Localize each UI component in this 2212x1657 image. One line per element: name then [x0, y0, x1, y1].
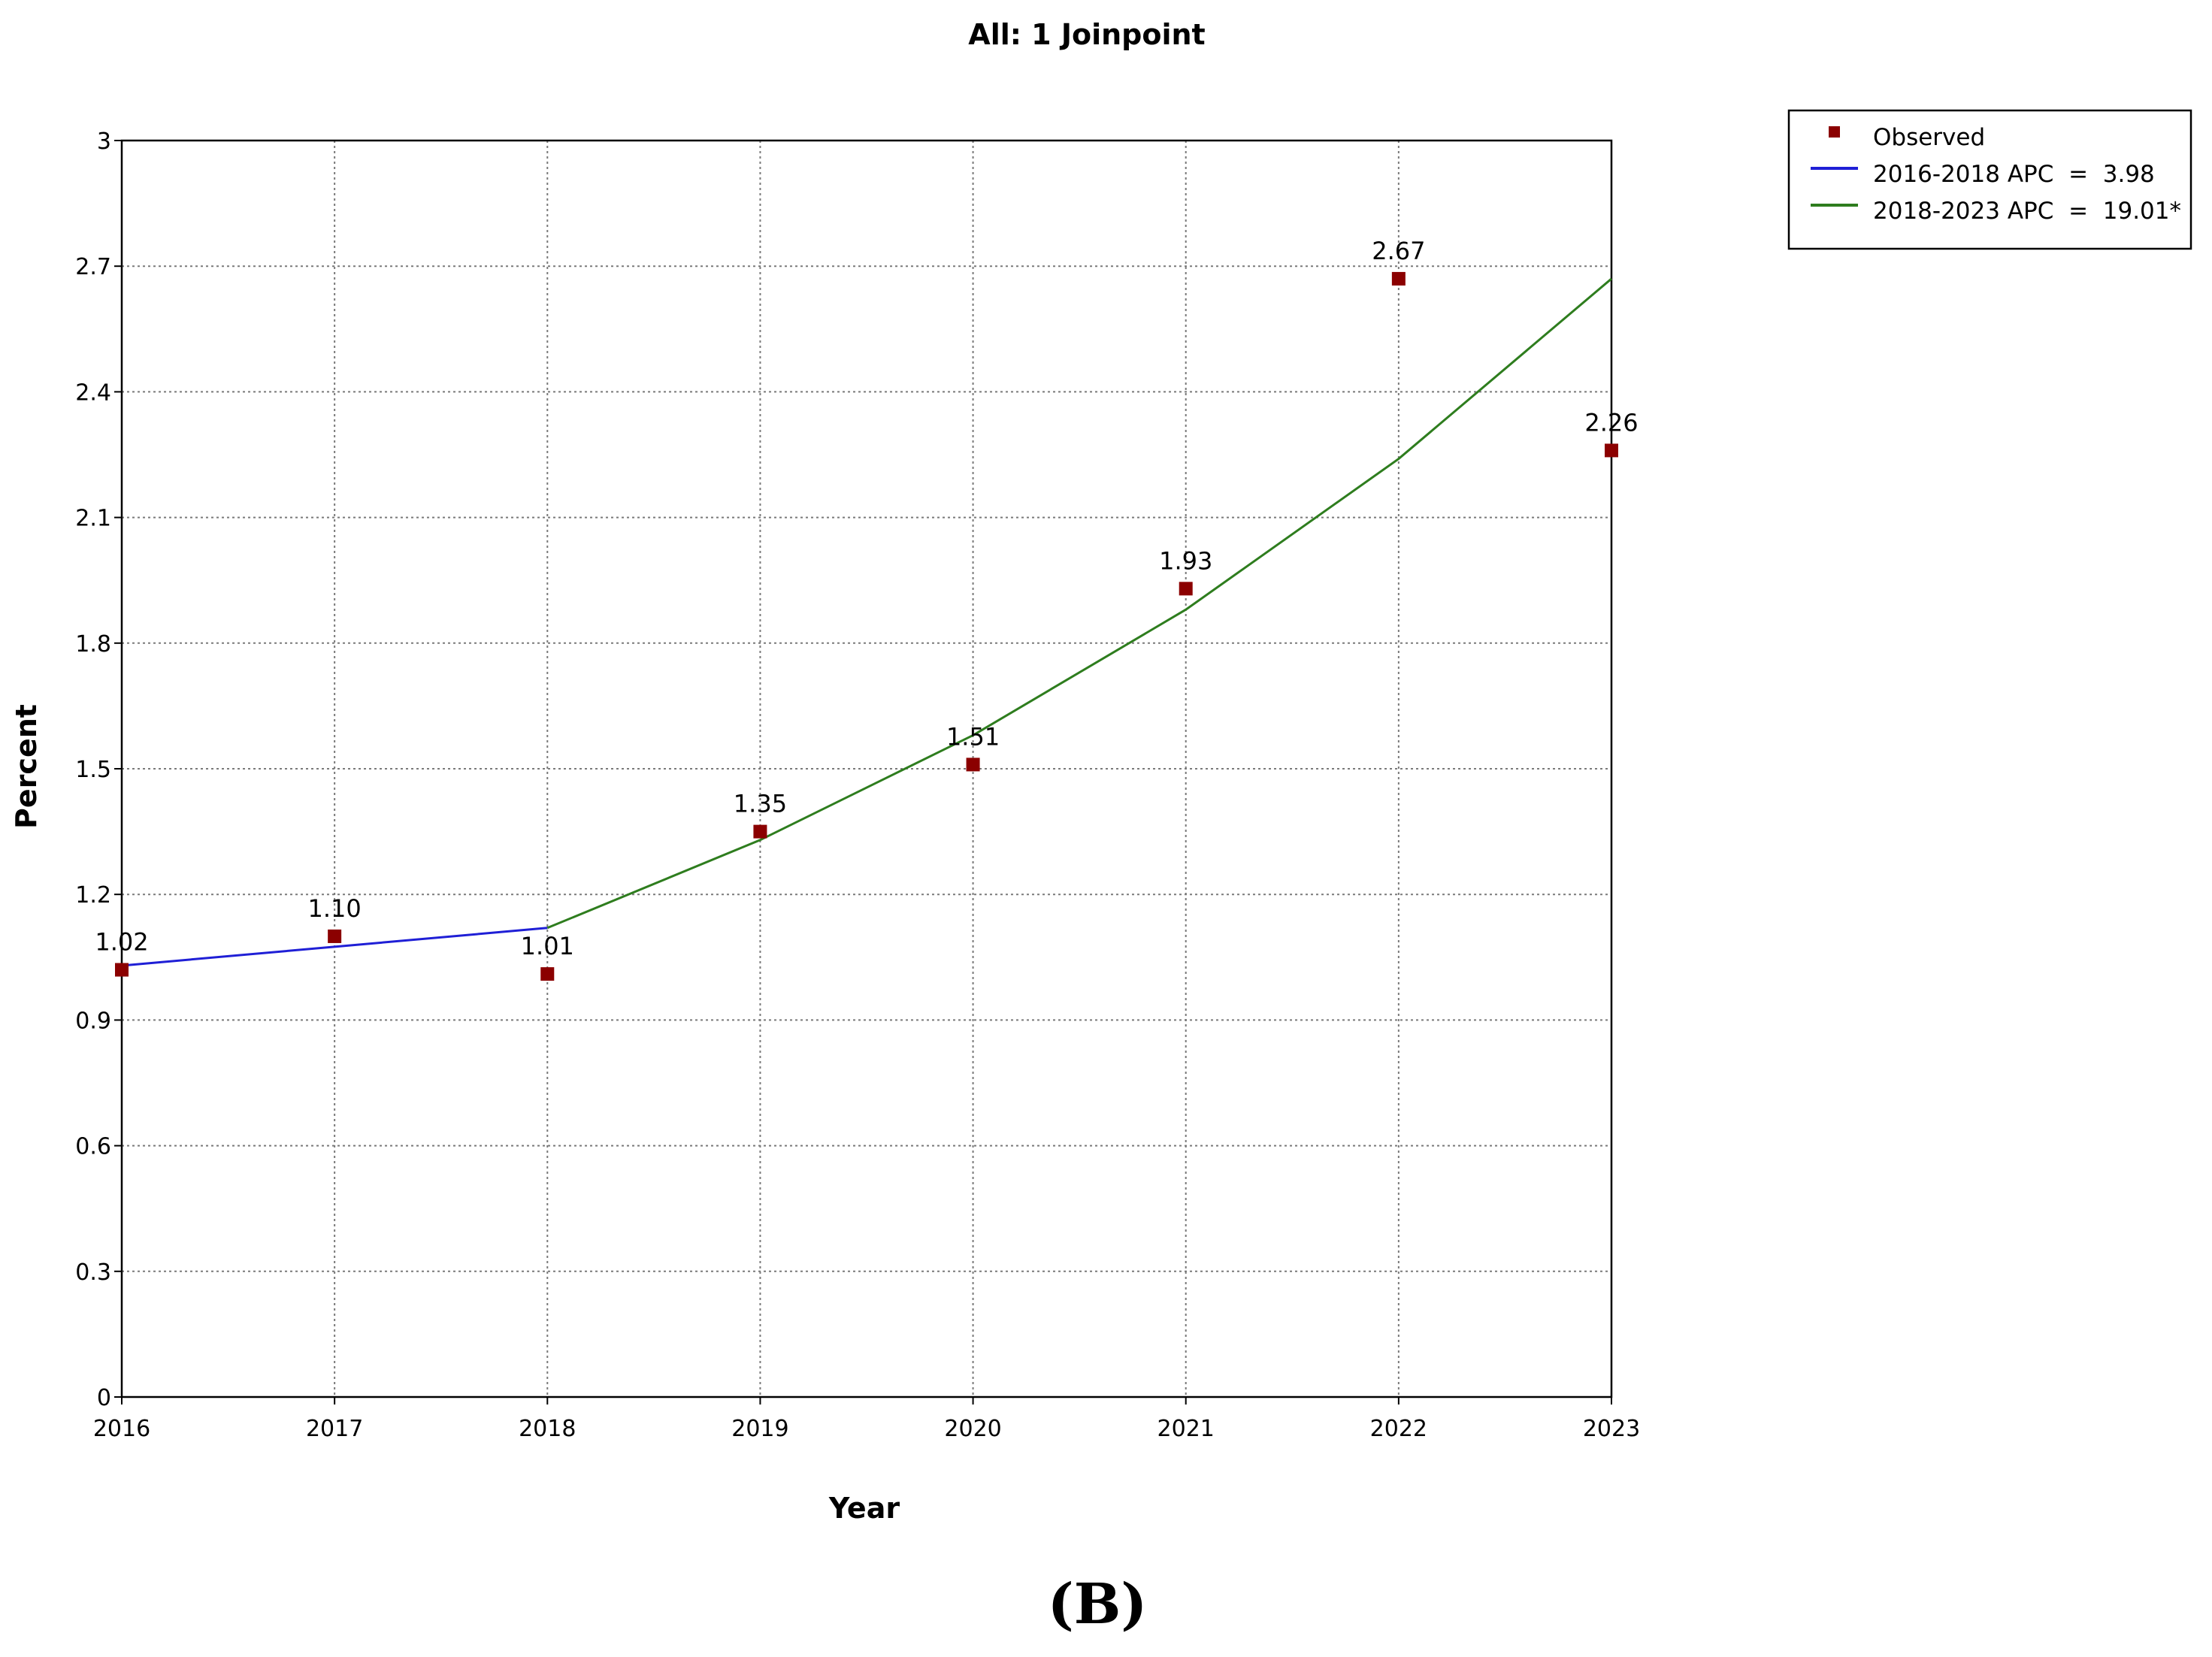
y-tick-label: 2.7 [75, 254, 111, 280]
x-tick-label: 2022 [1370, 1416, 1427, 1442]
x-tick-label: 2017 [306, 1416, 363, 1442]
observed-point [753, 824, 767, 839]
y-tick-label: 0.3 [75, 1259, 111, 1286]
panel-label: (B) [1048, 1572, 1148, 1637]
plot-frame [120, 139, 1613, 1398]
legend-observed-marker [1829, 126, 1840, 138]
y-tick-label: 0 [97, 1385, 111, 1411]
observed-value-label: 2.26 [1584, 408, 1638, 437]
y-tick-label: 3 [97, 129, 111, 155]
x-tick-label: 2023 [1583, 1416, 1640, 1442]
legend-series-2-label: 2018-2023 APC = 19.01* [1873, 198, 2181, 225]
grid [122, 141, 1611, 1397]
observed-point [1605, 443, 1618, 458]
chart-title: All: 1 Joinpoint [968, 18, 1205, 51]
observed-value-label: 1.35 [734, 790, 787, 818]
observed-point [115, 963, 129, 977]
trend-lines [121, 277, 1612, 967]
legend-box [1787, 109, 2192, 250]
observed-value-label: 1.51 [946, 722, 1000, 751]
observed-value-label: 1.93 [1159, 546, 1212, 575]
x-tick-label: 2016 [93, 1416, 150, 1442]
x-axis-title: Year [828, 1492, 900, 1525]
y-tick-label: 1.8 [75, 631, 111, 658]
x-tick-label: 2021 [1157, 1416, 1215, 1442]
observed-points [115, 271, 1618, 981]
y-tick-label: 2.4 [75, 379, 111, 406]
y-tick-label: 1.5 [75, 757, 111, 783]
x-axis-ticks: 2016 2017 2018 2019 2020 2021 2022 2023 [93, 1397, 1640, 1442]
observed-point [1179, 582, 1193, 596]
observed-point [328, 929, 342, 943]
observed-point [1391, 271, 1406, 286]
y-axis-ticks: 0 0.3 0.6 0.9 1.2 1.5 1.8 2.1 2.4 2.7 3 [75, 129, 122, 1411]
trend-line-2 [546, 277, 1612, 930]
observed-value-label: 1.01 [521, 932, 574, 960]
observed-point [540, 967, 555, 981]
observed-value-label: 1.10 [308, 894, 362, 923]
x-tick-label: 2019 [731, 1416, 788, 1442]
y-tick-label: 0.6 [75, 1134, 111, 1160]
legend-observed-label: Observed [1873, 124, 1985, 151]
legend-series-1-label: 2016-2018 APC = 3.98 [1873, 161, 2155, 188]
observed-point [966, 757, 980, 772]
y-tick-label: 0.9 [75, 1008, 111, 1034]
trend-line-1 [121, 927, 548, 967]
x-tick-label: 2020 [944, 1416, 1001, 1442]
y-axis-title: Percent [10, 704, 43, 829]
x-tick-label: 2018 [519, 1416, 576, 1442]
legend: Observed 2016-2018 APC = 3.98 2018-2023 … [1787, 109, 2192, 250]
data-labels: 1.02 1.10 1.01 1.35 1.51 1.93 2.67 2.26 [95, 237, 1638, 960]
y-tick-label: 2.1 [75, 506, 111, 532]
observed-value-label: 1.02 [95, 928, 148, 957]
observed-value-label: 2.67 [1372, 237, 1425, 265]
y-tick-label: 1.2 [75, 882, 111, 909]
